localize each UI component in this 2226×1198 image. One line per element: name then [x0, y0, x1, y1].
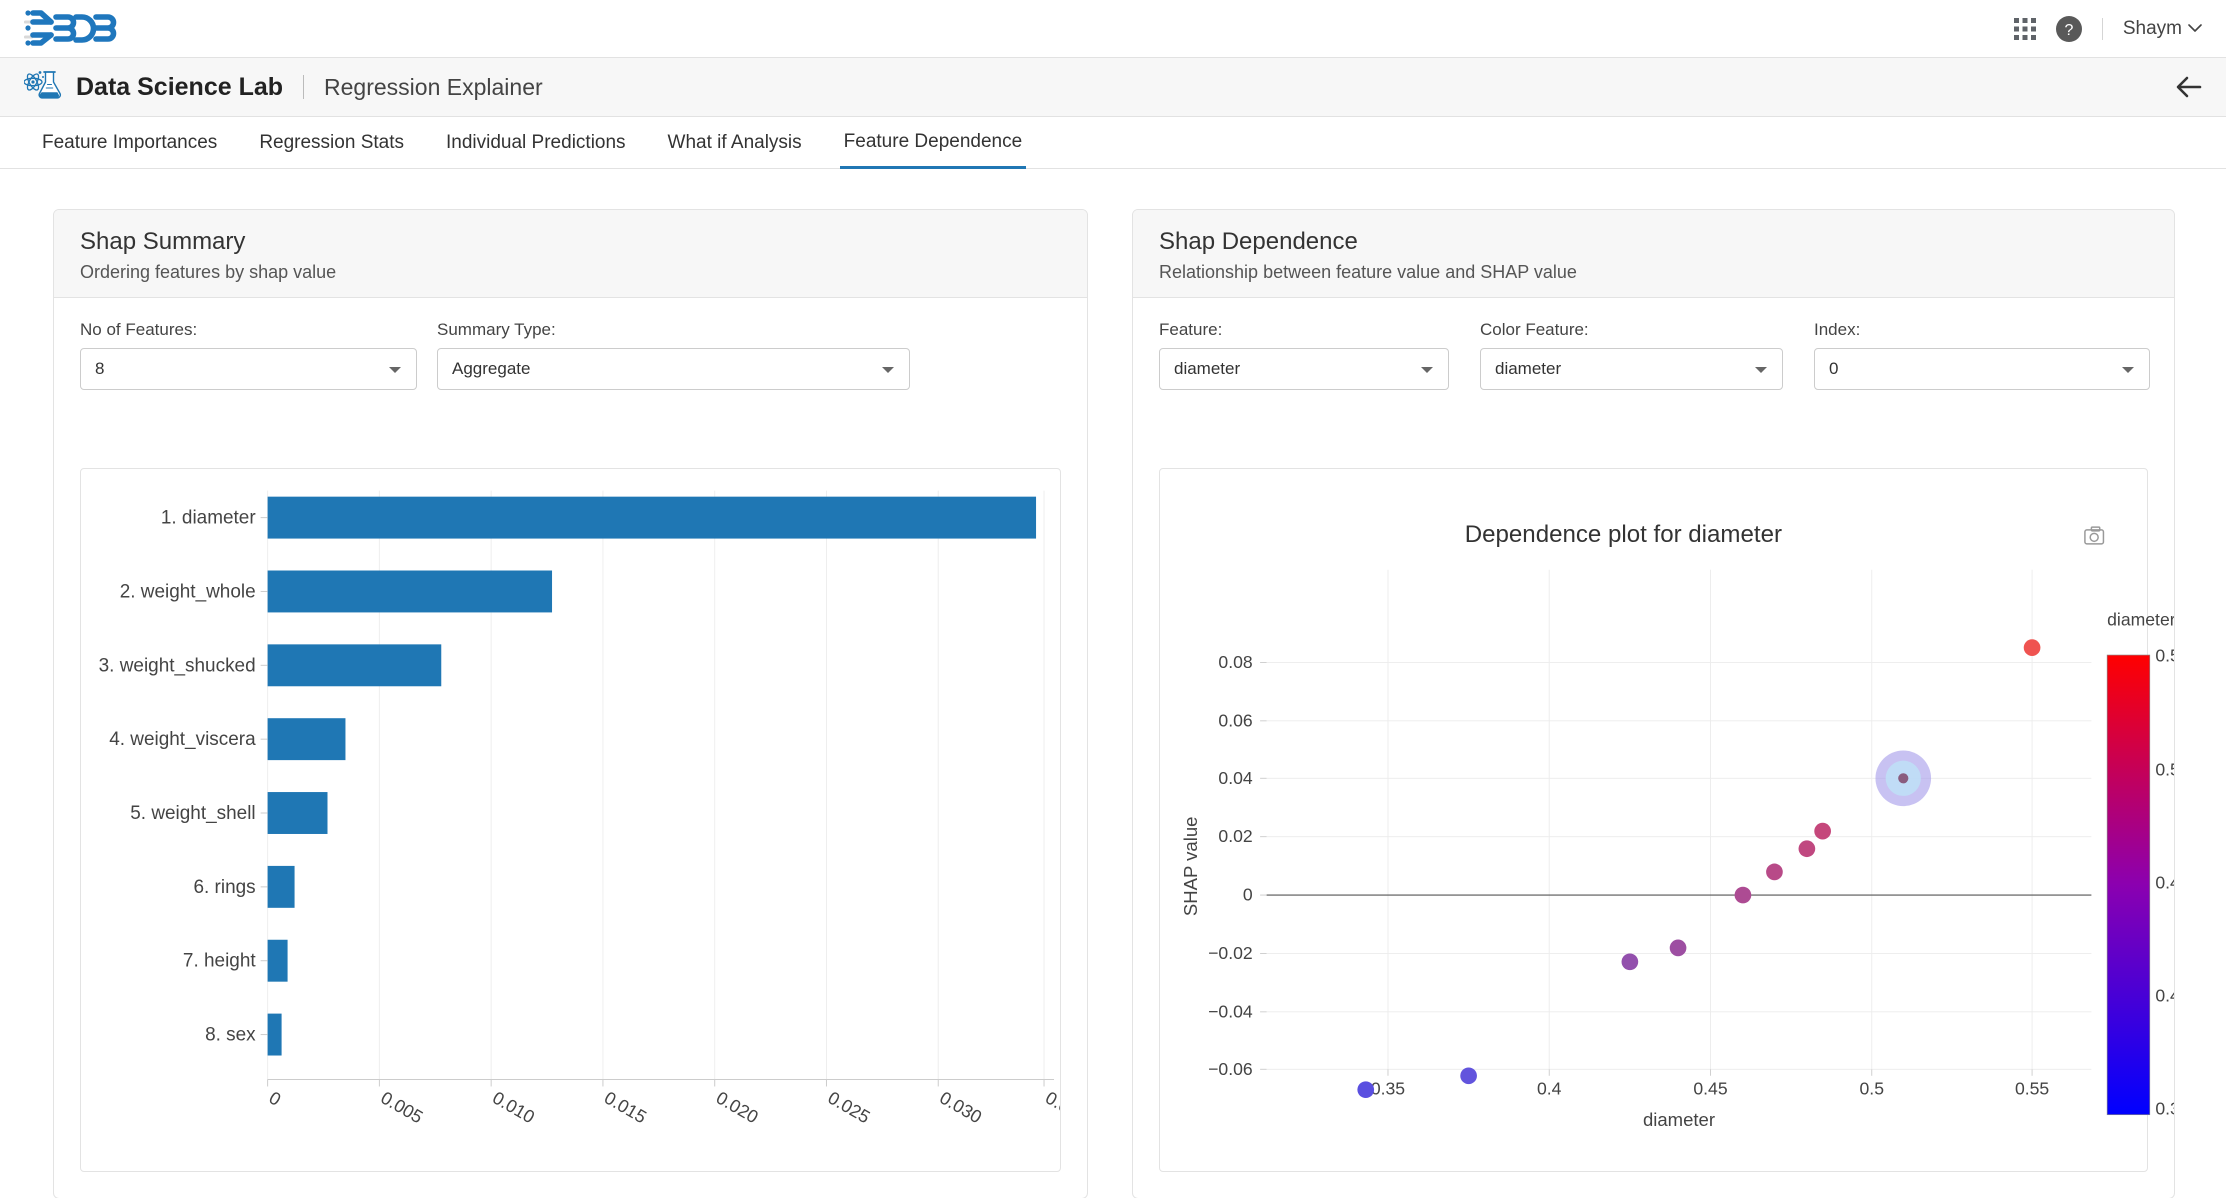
svg-text:5. weight_shell: 5. weight_shell [130, 803, 255, 824]
svg-text:0: 0 [266, 1088, 285, 1110]
svg-text:1. diameter: 1. diameter [161, 508, 256, 529]
svg-text:0: 0 [1243, 885, 1253, 905]
svg-text:8. sex: 8. sex [205, 1025, 256, 1046]
svg-text:−0.06: −0.06 [1208, 1059, 1253, 1079]
svg-text:0.010: 0.010 [489, 1088, 538, 1128]
svg-text:?: ? [2064, 22, 2073, 39]
svg-text:0.5: 0.5 [1860, 1078, 1885, 1098]
svg-text:0.020: 0.020 [713, 1088, 762, 1128]
svg-text:0.005: 0.005 [377, 1088, 426, 1128]
svg-text:0.025: 0.025 [824, 1088, 873, 1128]
svg-text:6. rings: 6. rings [193, 877, 255, 898]
svg-text:0.45: 0.45 [1693, 1078, 1727, 1098]
svg-text:0.06: 0.06 [1218, 710, 1252, 730]
svg-text:0.4: 0.4 [1537, 1078, 1562, 1098]
svg-text:0.35: 0.35 [1371, 1078, 1405, 1098]
svg-text:0.08: 0.08 [1218, 652, 1252, 672]
svg-text:4. weight_viscera: 4. weight_viscera [109, 729, 256, 750]
svg-text:−0.02: −0.02 [1208, 943, 1253, 963]
svg-text:0.55: 0.55 [2155, 646, 2175, 666]
svg-text:2. weight_whole: 2. weight_whole [120, 581, 256, 602]
svg-text:7. height: 7. height [183, 951, 256, 972]
svg-text:Dependence plot for diameter: Dependence plot for diameter [1465, 521, 1782, 548]
svg-text:0.35: 0.35 [2155, 1099, 2175, 1119]
svg-text:−0.04: −0.04 [1208, 1001, 1253, 1021]
svg-text:0.04: 0.04 [1218, 768, 1252, 788]
svg-text:0.02: 0.02 [1218, 826, 1252, 846]
svg-text:0.55: 0.55 [2015, 1078, 2049, 1098]
svg-text:0.5: 0.5 [2155, 760, 2175, 780]
svg-text:0.45: 0.45 [2155, 873, 2175, 893]
svg-text:3. weight_shucked: 3. weight_shucked [99, 655, 256, 676]
svg-text:SHAP value: SHAP value [1180, 817, 1201, 917]
svg-text:0.030: 0.030 [936, 1088, 985, 1128]
svg-text:diameter: diameter [1643, 1109, 1715, 1130]
svg-text:diameter: diameter [2107, 609, 2175, 629]
svg-text:0.4: 0.4 [2155, 986, 2175, 1006]
svg-text:0.035: 0.035 [1042, 1088, 1060, 1128]
svg-text:0.015: 0.015 [601, 1088, 650, 1128]
